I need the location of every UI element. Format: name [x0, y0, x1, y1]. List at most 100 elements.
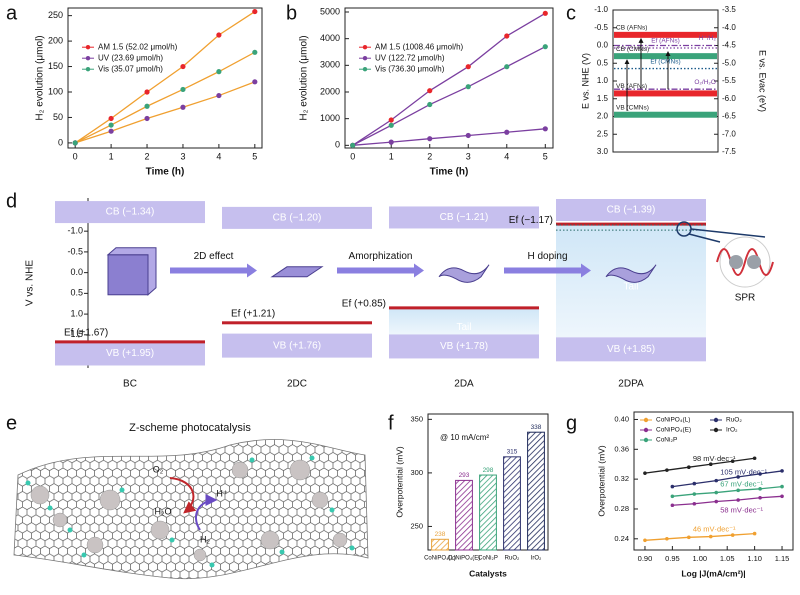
y-tick-label: 250 — [410, 521, 423, 530]
cb-label: CB (−1.20) — [273, 213, 322, 224]
y-tick-label: 350 — [410, 414, 423, 423]
data-point — [752, 531, 757, 536]
y-axis-label: Overpotential (mV) — [394, 446, 404, 517]
fermi-level — [55, 340, 205, 344]
value-label: 315 — [507, 449, 518, 456]
y-tick-label: 0.5 — [70, 288, 83, 298]
annotation: @ 10 mA/cm² — [440, 433, 489, 442]
bar — [527, 431, 545, 551]
y-tick-label: -1.0 — [67, 226, 83, 236]
x-axis-label: Log |J(mA/cm²)| — [681, 568, 745, 578]
x-tick-label: 1.15 — [775, 554, 790, 563]
x-tick-label: 1.00 — [692, 554, 707, 563]
cb-box — [389, 206, 539, 229]
step-arrow — [337, 263, 424, 278]
level-label: CB (CMNs) — [616, 46, 649, 53]
slope-label: 105 mV·dec⁻¹ — [720, 468, 767, 477]
y-tick-label: 200 — [48, 35, 63, 45]
y-tick-label: 0.0 — [70, 267, 83, 277]
inset-label: SPR — [735, 293, 756, 304]
series-line — [644, 532, 755, 541]
data-point — [388, 139, 394, 145]
y2-tick-label: -5.5 — [722, 76, 736, 85]
data-point — [542, 44, 548, 50]
x-tick-label: 2 — [427, 151, 432, 161]
y-tick-label: 0.32 — [614, 474, 629, 483]
series-line — [644, 457, 755, 474]
data-point — [252, 8, 258, 15]
y-tick-label: 1.5 — [597, 94, 609, 103]
data-point — [180, 104, 186, 110]
legend-label: UV (23.69 μmol/h) — [98, 53, 163, 62]
data-point — [504, 33, 510, 39]
y-tick-label: 2.5 — [597, 129, 609, 138]
panel-letter: f — [388, 412, 394, 434]
x-tick-label: 1 — [389, 151, 394, 161]
legend-marker — [643, 427, 649, 433]
data-point — [736, 475, 740, 479]
x-tick-label: CoNiPO₄(L) — [424, 556, 456, 562]
data-point — [730, 459, 735, 464]
data-point — [687, 465, 691, 470]
dopants — [25, 455, 355, 568]
vb-box — [55, 341, 205, 366]
x-tick-label: 3 — [180, 151, 185, 161]
data-point — [670, 494, 675, 499]
fermi-label: Ef (+0.85) — [342, 299, 386, 310]
data-point — [465, 64, 471, 70]
legend-marker — [85, 56, 91, 61]
legend-marker — [713, 427, 719, 433]
x-tick-label: 4 — [216, 151, 221, 161]
y2-tick-label: -5.0 — [722, 58, 736, 67]
x-tick-label: 4 — [504, 151, 509, 161]
data-point — [180, 63, 186, 70]
series-line — [672, 470, 783, 488]
x-tick-label: 0.90 — [638, 554, 653, 563]
y-tick-label: 50 — [53, 112, 63, 122]
species-label: H⁺ — [216, 488, 227, 498]
panel-letter: d — [6, 190, 17, 212]
step-label: 2D effect — [194, 251, 234, 262]
cb-box — [55, 201, 205, 224]
data-point — [388, 117, 394, 123]
legend-marker — [362, 67, 368, 72]
y2-axis-label: E vs. Evac (eV) — [758, 50, 768, 112]
fermi-level — [389, 306, 539, 310]
legend-label: Vis (35.07 μmol/h) — [98, 64, 163, 73]
tail-label: Tail — [623, 281, 638, 292]
series-line — [352, 128, 546, 146]
bar — [455, 479, 473, 551]
slope-label: 46 mV·dec⁻¹ — [693, 524, 736, 533]
series-line — [352, 46, 546, 146]
legend-marker — [713, 417, 719, 423]
data-point — [687, 535, 691, 540]
inset-particle — [729, 255, 743, 269]
particles — [30, 459, 348, 562]
plot-frame — [67, 7, 263, 149]
data-point — [504, 129, 510, 135]
bar — [431, 538, 449, 551]
panel-e-title: Z-scheme photocatalysis — [129, 422, 251, 434]
series-line — [672, 495, 783, 506]
vb-box — [222, 333, 372, 358]
series-line — [352, 12, 546, 146]
legend-label: AM 1.5 (52.02 μmol/h) — [98, 42, 178, 51]
data-point — [216, 32, 222, 38]
data-point — [252, 49, 258, 55]
oxidation-arrow — [169, 477, 197, 514]
data-point — [714, 490, 719, 495]
y-tick-label: 0.28 — [614, 504, 629, 513]
energy-band — [614, 53, 717, 60]
y-tick-label: 4000 — [320, 33, 340, 43]
y-tick-label: 1.0 — [597, 76, 609, 85]
y-axis-label: H₂ evolution (μmol) — [299, 35, 310, 120]
y-tick-label: 0 — [335, 140, 340, 150]
data-point — [180, 86, 186, 93]
y-tick-label: 1.0 — [70, 308, 83, 318]
legend-marker — [85, 67, 91, 72]
data-point — [388, 122, 394, 128]
y-axis-label: H₂ evolution (μmol) — [35, 35, 46, 120]
data-point — [504, 64, 510, 70]
legend-label: IrO₂ — [726, 427, 738, 434]
